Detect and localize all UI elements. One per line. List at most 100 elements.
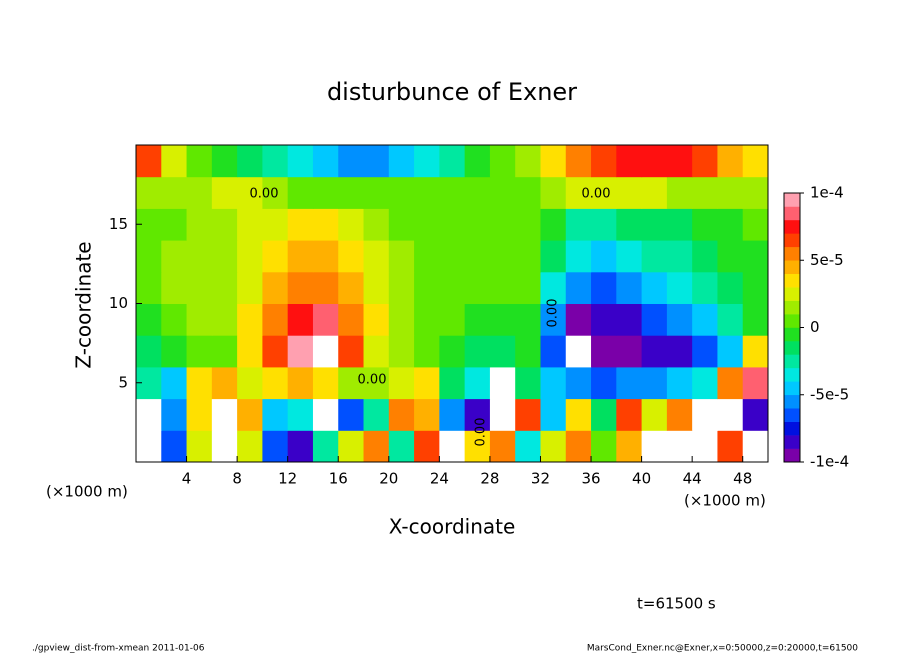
field-cell <box>464 271 491 304</box>
field-cell <box>186 366 213 400</box>
x-unit-label: (×1000 m) <box>46 483 128 501</box>
field-cell <box>489 303 516 336</box>
field-cell <box>363 240 390 273</box>
field-cell <box>666 145 693 178</box>
field-cell <box>312 145 339 178</box>
field-cell <box>565 271 592 304</box>
field-cell <box>414 335 440 368</box>
field-cell <box>338 271 365 304</box>
field-cell <box>186 398 213 431</box>
field-cell <box>237 335 263 368</box>
field-cell <box>363 398 390 431</box>
field-cell <box>388 430 415 463</box>
field-cell <box>717 366 744 400</box>
colorbar-tick-label: -5e-5 <box>810 385 849 403</box>
chart-title: disturbunce of Exner <box>327 78 577 106</box>
field-cell <box>237 145 263 178</box>
field-cell <box>742 366 769 400</box>
field-cell <box>439 145 466 178</box>
field-cell <box>312 271 339 304</box>
field-cell <box>363 335 390 368</box>
colorbar-segment <box>784 327 800 342</box>
field-cell <box>742 398 769 431</box>
field-cell <box>287 303 314 336</box>
field-cell <box>641 176 668 209</box>
field-cell <box>464 303 491 336</box>
field-cell <box>287 430 314 463</box>
field-cell <box>439 271 466 304</box>
field-cell <box>464 240 491 273</box>
field-cell <box>489 240 516 273</box>
contour-label: 0.00 <box>358 373 387 388</box>
field-cell <box>414 208 440 241</box>
field-cell <box>186 303 213 336</box>
field-cell <box>464 430 491 463</box>
field-cell <box>692 335 718 368</box>
field-cell <box>312 208 339 241</box>
field-cell <box>742 430 769 463</box>
field-cell <box>641 208 668 241</box>
colorbar-segment <box>784 435 800 449</box>
field-cell <box>540 398 567 431</box>
field-cell <box>414 240 440 273</box>
field-cell <box>641 398 668 431</box>
field-cell <box>287 271 314 304</box>
field-cell <box>692 145 718 178</box>
field-cell <box>515 240 541 273</box>
y-tick-label: 10 <box>109 294 128 312</box>
field-cell <box>161 208 188 241</box>
x-tick-label: 36 <box>581 470 600 488</box>
field-cell <box>161 176 188 209</box>
field-cell <box>616 430 643 463</box>
field-cell <box>211 145 238 178</box>
field-cell <box>388 271 415 304</box>
x-tick-label: 44 <box>683 470 702 488</box>
field-cell <box>439 176 466 209</box>
field-cell <box>287 208 314 241</box>
field-cell <box>161 271 188 304</box>
field-cell <box>666 271 693 304</box>
field-cell <box>414 366 440 400</box>
field-cell <box>616 303 643 336</box>
field-cell <box>338 208 365 241</box>
field-cell <box>591 145 617 178</box>
x-tick-label: 16 <box>329 470 348 488</box>
field-cell <box>666 366 693 400</box>
field-cell <box>211 366 238 400</box>
field-cell <box>262 271 289 304</box>
field-cell <box>742 176 769 209</box>
x-tick-label: 48 <box>733 470 752 488</box>
field-cell <box>641 271 668 304</box>
field-cell <box>338 366 365 400</box>
field-cell <box>136 145 162 178</box>
field-cell <box>616 240 643 273</box>
field-cell <box>262 398 289 431</box>
field-cell <box>211 176 238 209</box>
field-cell <box>616 366 643 400</box>
field-cell <box>161 398 188 431</box>
field-cell <box>237 303 263 336</box>
field-cell <box>363 176 390 209</box>
field-cell <box>692 271 718 304</box>
field-cell <box>287 176 314 209</box>
field-cell <box>692 240 718 273</box>
contour-label: 0.00 <box>474 418 489 447</box>
field-cell <box>136 303 162 336</box>
field-cell <box>616 145 643 178</box>
field-cell <box>641 366 668 400</box>
field-cell <box>540 176 567 209</box>
field-cell <box>287 398 314 431</box>
field-cell <box>489 145 516 178</box>
field-cell <box>540 430 567 463</box>
field-cell <box>237 271 263 304</box>
field-cell <box>136 398 162 431</box>
field-cell <box>262 430 289 463</box>
footer-left: ./gpview_dist-from-xmean 2011-01-06 <box>32 644 205 654</box>
field-cell <box>591 240 617 273</box>
field-cell <box>591 176 617 209</box>
field-cell <box>262 303 289 336</box>
field-cell <box>211 271 238 304</box>
field-cell <box>388 240 415 273</box>
field-cell <box>287 145 314 178</box>
